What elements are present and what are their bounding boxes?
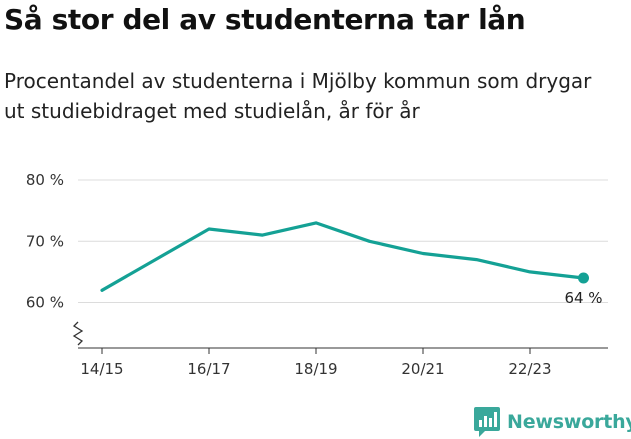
axes bbox=[72, 321, 608, 354]
end-value-label: 64 % bbox=[564, 289, 602, 307]
y-tick-label: 70 % bbox=[26, 232, 64, 250]
newsworthy-logo-icon bbox=[474, 407, 500, 437]
x-tick-label: 16/17 bbox=[187, 360, 230, 378]
x-tick-labels: 14/15 16/17 18/19 20/21 22/23 bbox=[80, 360, 551, 378]
y-tick-labels: 60 % 70 % 80 % bbox=[26, 171, 64, 312]
grid-lines bbox=[78, 179, 608, 303]
x-tick-label: 14/15 bbox=[80, 360, 123, 378]
end-point-marker bbox=[578, 272, 589, 284]
chart-subtitle: Procentandel av studenterna i Mjölby kom… bbox=[4, 69, 592, 123]
y-tick-label: 60 % bbox=[26, 294, 64, 312]
x-tick-label: 20/21 bbox=[401, 360, 444, 378]
data-labels: 64 % bbox=[564, 289, 602, 307]
x-tick-label: 18/19 bbox=[294, 360, 337, 378]
series-line bbox=[100, 221, 586, 292]
newsworthy-logo: Newsworthy bbox=[474, 406, 631, 438]
brand-name: Newsworthy bbox=[507, 411, 631, 433]
x-tick-label: 22/23 bbox=[508, 360, 551, 378]
y-axis-break-mark bbox=[72, 321, 84, 346]
y-tick-label: 80 % bbox=[26, 171, 64, 189]
series-layer bbox=[100, 221, 589, 292]
chart-title: Så stor del av studenterna tar lån bbox=[4, 3, 526, 36]
